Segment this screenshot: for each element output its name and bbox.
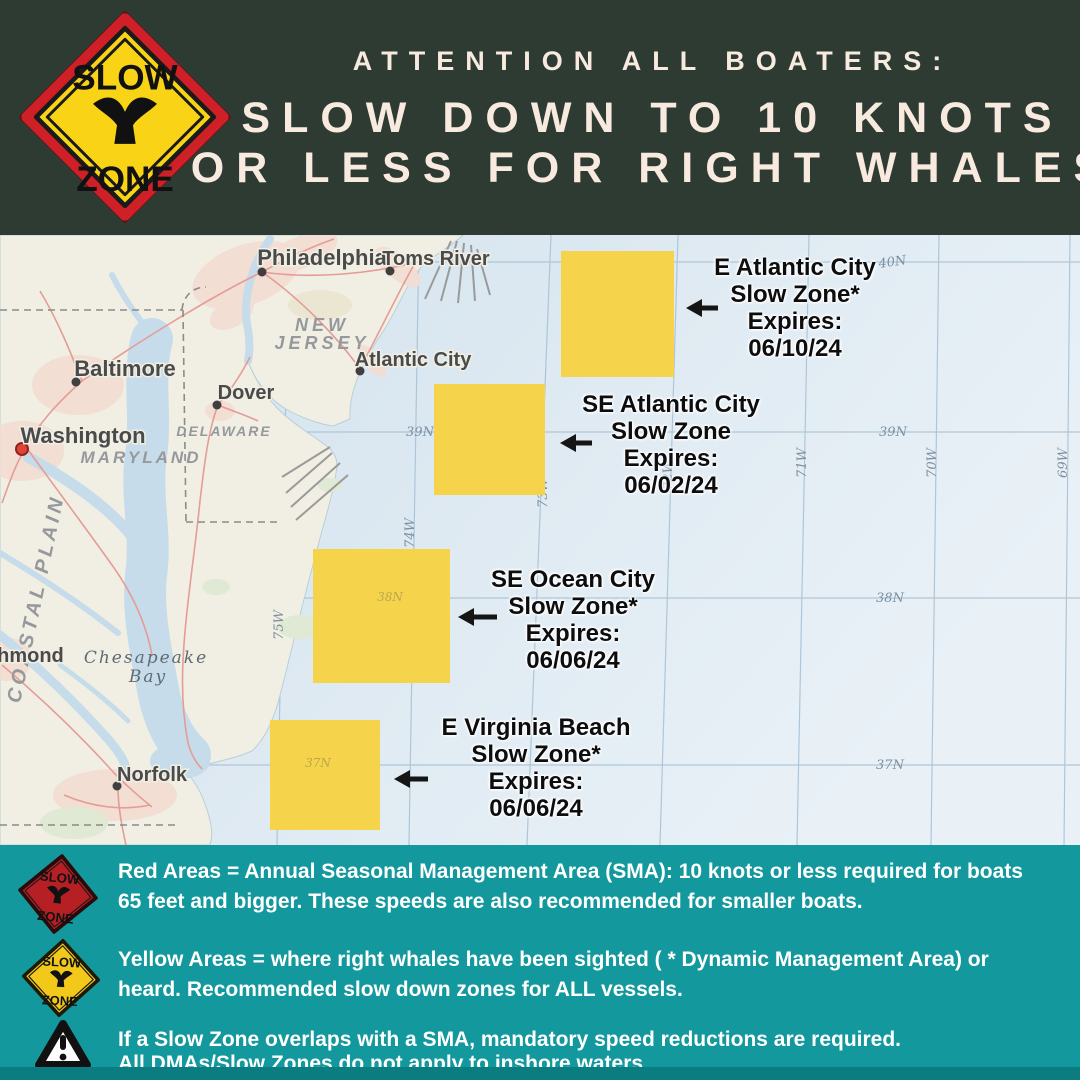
svg-text:72W: 72W xyxy=(661,458,676,490)
zone-name: E Virginia Beach xyxy=(441,714,631,741)
svg-text:75W: 75W xyxy=(272,608,287,640)
rivers xyxy=(0,235,274,776)
slow-zone-squares xyxy=(270,251,674,830)
zone-square-se-atlantic-city xyxy=(434,384,545,495)
svg-text:ZONE: ZONE xyxy=(37,908,75,927)
attention-line: ATTENTION ALL BOATERS: xyxy=(352,45,953,76)
yellow-slow-zone-sign-icon: SLOW ZONE xyxy=(21,938,101,1018)
city-labels: Philadelphia Toms River Atlantic City Do… xyxy=(0,244,491,788)
svg-text:37N: 37N xyxy=(876,758,905,773)
legend-line: Yellow Areas = where right whales have b… xyxy=(118,948,989,971)
zone-type: Slow Zone* xyxy=(471,741,601,768)
zone-annotation-e-virginia-beach: E Virginia Beach Slow Zone* Expires: 06/… xyxy=(442,714,631,822)
header-banner: SLOW ZONE ATTENTION ALL BOATERS: SLOW DO… xyxy=(0,0,1080,238)
zone-annotation-e-atlantic-city: E Atlantic City Slow Zone* Expires: 06/1… xyxy=(714,254,876,362)
city-label-baltimore: Baltimore xyxy=(74,356,175,381)
svg-text:70W: 70W xyxy=(925,446,940,478)
zone-name: SE Ocean City xyxy=(490,566,656,593)
zone-expires-date: 06/06/24 xyxy=(526,647,620,674)
zone-name: E Atlantic City xyxy=(714,254,876,281)
svg-text:38N: 38N xyxy=(377,590,403,604)
title-line-2: OR LESS FOR RIGHT WHALES xyxy=(190,143,1080,192)
zone-type: Slow Zone* xyxy=(508,593,638,620)
svg-text:69W: 69W xyxy=(1056,446,1071,478)
zone-square-e-virginia-beach xyxy=(270,720,380,830)
title-line-1: SLOW DOWN TO 10 KNOTS xyxy=(241,93,1064,142)
svg-text:JERSEY: JERSEY xyxy=(274,333,369,353)
roads xyxy=(1,238,431,845)
legend-line: heard. Recommended slow down zones for A… xyxy=(118,978,683,1001)
svg-text:SLOW: SLOW xyxy=(42,954,82,971)
city-label-philadelphia: Philadelphia xyxy=(257,245,387,270)
city-dots xyxy=(15,266,395,791)
city-label-norfolk: Norfolk xyxy=(117,764,188,786)
svg-text:Chesapeake: Chesapeake xyxy=(84,648,208,668)
svg-text:40N: 40N xyxy=(877,253,908,272)
svg-text:SLOW: SLOW xyxy=(39,868,80,887)
zone-annotation-se-atlantic-city: SE Atlantic City Slow Zone Expires: 06/0… xyxy=(582,391,760,499)
footer-accent-strip xyxy=(0,1067,1080,1080)
red-slow-zone-sign-icon: SLOW ZONE xyxy=(18,854,98,934)
svg-text:37N: 37N xyxy=(305,756,331,770)
sign-top-label: SLOW xyxy=(72,58,178,97)
svg-text:39N: 39N xyxy=(406,425,435,440)
zone-arrows xyxy=(394,299,718,788)
svg-text:MARYLAND: MARYLAND xyxy=(81,448,202,467)
shipping-lane-lines xyxy=(281,240,491,521)
city-label-toms-river: Toms River xyxy=(382,248,490,270)
chesapeake-bay-label: Chesapeake Bay xyxy=(84,648,208,687)
city-label-atlantic-city: Atlantic City xyxy=(355,349,473,371)
whale-tail-icon xyxy=(93,97,157,144)
svg-text:ZONE: ZONE xyxy=(42,992,79,1009)
capital-dot xyxy=(15,442,29,456)
zone-square-e-atlantic-city xyxy=(561,251,674,377)
warning-triangle-icon xyxy=(35,1020,91,1069)
zone-name: SE Atlantic City xyxy=(582,391,760,418)
zone-type: Slow Zone xyxy=(611,418,731,445)
svg-text:74W: 74W xyxy=(403,516,418,548)
zone-expires-label: Expires: xyxy=(525,620,621,647)
grid-labels-on-squares: 38N 37N xyxy=(305,590,403,770)
sign-bottom-label: ZONE xyxy=(76,160,174,199)
terrain-patches xyxy=(40,290,352,839)
zone-expires-label: Expires: xyxy=(623,445,719,472)
svg-text:38N: 38N xyxy=(876,591,905,606)
legend-line: If a Slow Zone overlaps with a SMA, mand… xyxy=(118,1028,902,1051)
zone-expires-date: 06/10/24 xyxy=(748,335,842,362)
city-label-washington: Washington xyxy=(20,423,145,448)
bay-mouth xyxy=(150,743,210,779)
zone-type: Slow Zone* xyxy=(730,281,860,308)
svg-text:71W: 71W xyxy=(795,446,810,478)
legend-footer: SLOW ZONE Red Areas = Annual Seasonal Ma… xyxy=(0,845,1080,1080)
zone-expires-date: 06/02/24 xyxy=(624,472,718,499)
legend-line: Red Areas = Annual Seasonal Management A… xyxy=(118,860,1023,883)
city-label-richmond: Richmond xyxy=(0,645,64,667)
zone-expires-date: 06/06/24 xyxy=(489,795,583,822)
legend-yellow-areas-text: Yellow Areas = where right whales have b… xyxy=(118,945,1048,1005)
city-label-dover: Dover xyxy=(218,382,275,404)
legend-line: 65 feet and bigger. These speeds are als… xyxy=(118,890,863,913)
svg-text:NEW: NEW xyxy=(295,315,349,335)
zone-expires-label: Expires: xyxy=(747,308,843,335)
svg-text:Bay: Bay xyxy=(128,667,167,687)
svg-text:DELAWARE: DELAWARE xyxy=(176,423,271,439)
graticule-labels: 40N 39N 39N 38N 37N 75W 74W 73W 72W 71W … xyxy=(272,253,1071,773)
state-boundaries xyxy=(0,286,277,826)
svg-text:39N: 39N xyxy=(879,425,908,440)
slow-zone-sign-icon: SLOW ZONE xyxy=(19,11,231,223)
zone-annotation-se-ocean-city: SE Ocean City Slow Zone* Expires: 06/06/… xyxy=(491,566,655,674)
map-region: 40N 39N 39N 38N 37N 75W 74W 73W 72W 71W … xyxy=(0,235,1080,845)
zone-square-se-ocean-city xyxy=(313,549,450,683)
zone-expires-label: Expires: xyxy=(488,768,584,795)
legend-red-areas-text: Red Areas = Annual Seasonal Management A… xyxy=(118,857,1048,917)
